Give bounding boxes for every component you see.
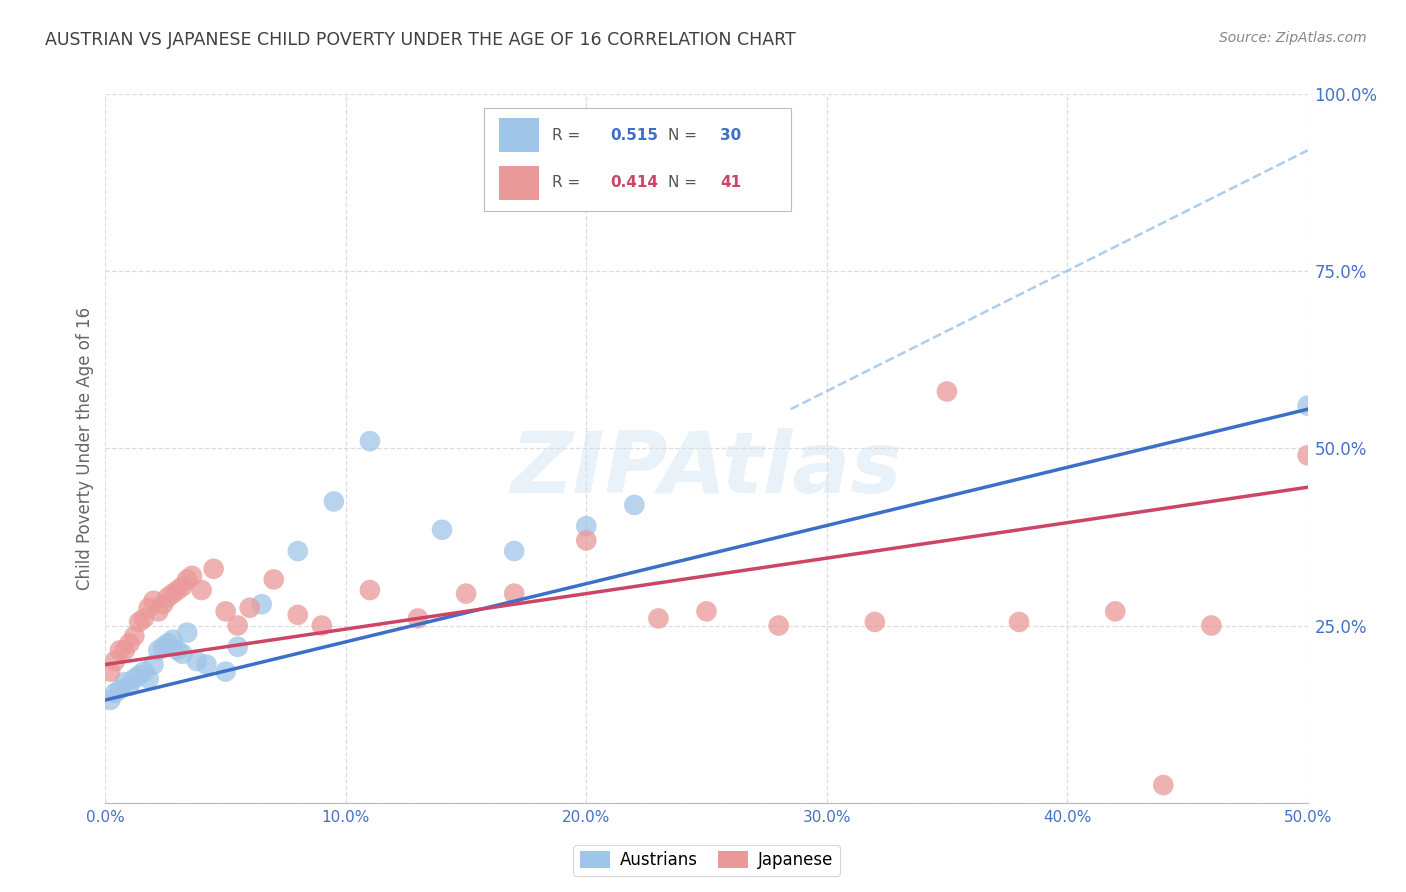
Point [1201, 618, 1223, 632]
Point [1008, 615, 1031, 629]
Point [108, 682, 131, 697]
Point [454, 586, 477, 600]
Point [863, 615, 886, 629]
Point [128, 615, 150, 629]
Point [152, 640, 174, 654]
Point [214, 665, 236, 679]
Point [98, 693, 121, 707]
Point [226, 640, 249, 654]
Point [118, 679, 141, 693]
Point [503, 586, 526, 600]
Point [311, 618, 333, 632]
Point [138, 672, 160, 686]
Point [322, 494, 344, 508]
Point [176, 573, 198, 587]
Point [287, 544, 309, 558]
Point [768, 618, 790, 632]
Point [226, 618, 249, 632]
Point [936, 384, 959, 399]
Point [166, 583, 188, 598]
Point [263, 573, 285, 587]
Point [623, 498, 645, 512]
Point [152, 597, 174, 611]
Point [1104, 604, 1126, 618]
Text: AUSTRIAN VS JAPANESE CHILD POVERTY UNDER THE AGE OF 16 CORRELATION CHART: AUSTRIAN VS JAPANESE CHILD POVERTY UNDER… [45, 31, 796, 49]
Point [430, 523, 453, 537]
Point [696, 604, 718, 618]
Point [128, 668, 150, 682]
Point [114, 675, 136, 690]
Point [148, 604, 170, 618]
Point [287, 607, 309, 622]
Point [124, 672, 146, 686]
Point [195, 657, 218, 672]
Point [214, 604, 236, 618]
Point [132, 611, 155, 625]
Point [132, 665, 155, 679]
Point [156, 636, 179, 650]
Point [156, 590, 179, 604]
Point [172, 580, 194, 594]
Point [118, 636, 141, 650]
Point [1296, 448, 1319, 462]
Point [142, 657, 165, 672]
Y-axis label: Child Poverty Under the Age of 16: Child Poverty Under the Age of 16 [76, 307, 94, 590]
Point [503, 544, 526, 558]
Point [575, 519, 598, 533]
Point [647, 611, 669, 625]
Text: ZIPAtlas: ZIPAtlas [510, 428, 903, 511]
Point [202, 562, 225, 576]
Point [1152, 778, 1174, 792]
Point [162, 586, 184, 600]
Point [162, 632, 184, 647]
Point [562, 171, 585, 186]
Point [172, 647, 194, 661]
Point [166, 643, 188, 657]
Point [138, 600, 160, 615]
Point [181, 569, 204, 583]
Point [114, 643, 136, 657]
Point [359, 583, 381, 598]
Point [359, 434, 381, 449]
Text: Source: ZipAtlas.com: Source: ZipAtlas.com [1219, 31, 1367, 45]
Point [104, 686, 127, 700]
Point [1296, 399, 1319, 413]
Point [186, 654, 208, 668]
Legend: Austrians, Japanese: Austrians, Japanese [574, 845, 839, 876]
Point [176, 625, 198, 640]
Point [104, 654, 127, 668]
Point [406, 611, 429, 625]
Point [124, 629, 146, 643]
Point [142, 593, 165, 607]
Point [190, 583, 212, 598]
Point [148, 643, 170, 657]
Point [108, 643, 131, 657]
Point [239, 600, 262, 615]
Point [250, 597, 273, 611]
Point [575, 533, 598, 548]
Point [98, 665, 121, 679]
